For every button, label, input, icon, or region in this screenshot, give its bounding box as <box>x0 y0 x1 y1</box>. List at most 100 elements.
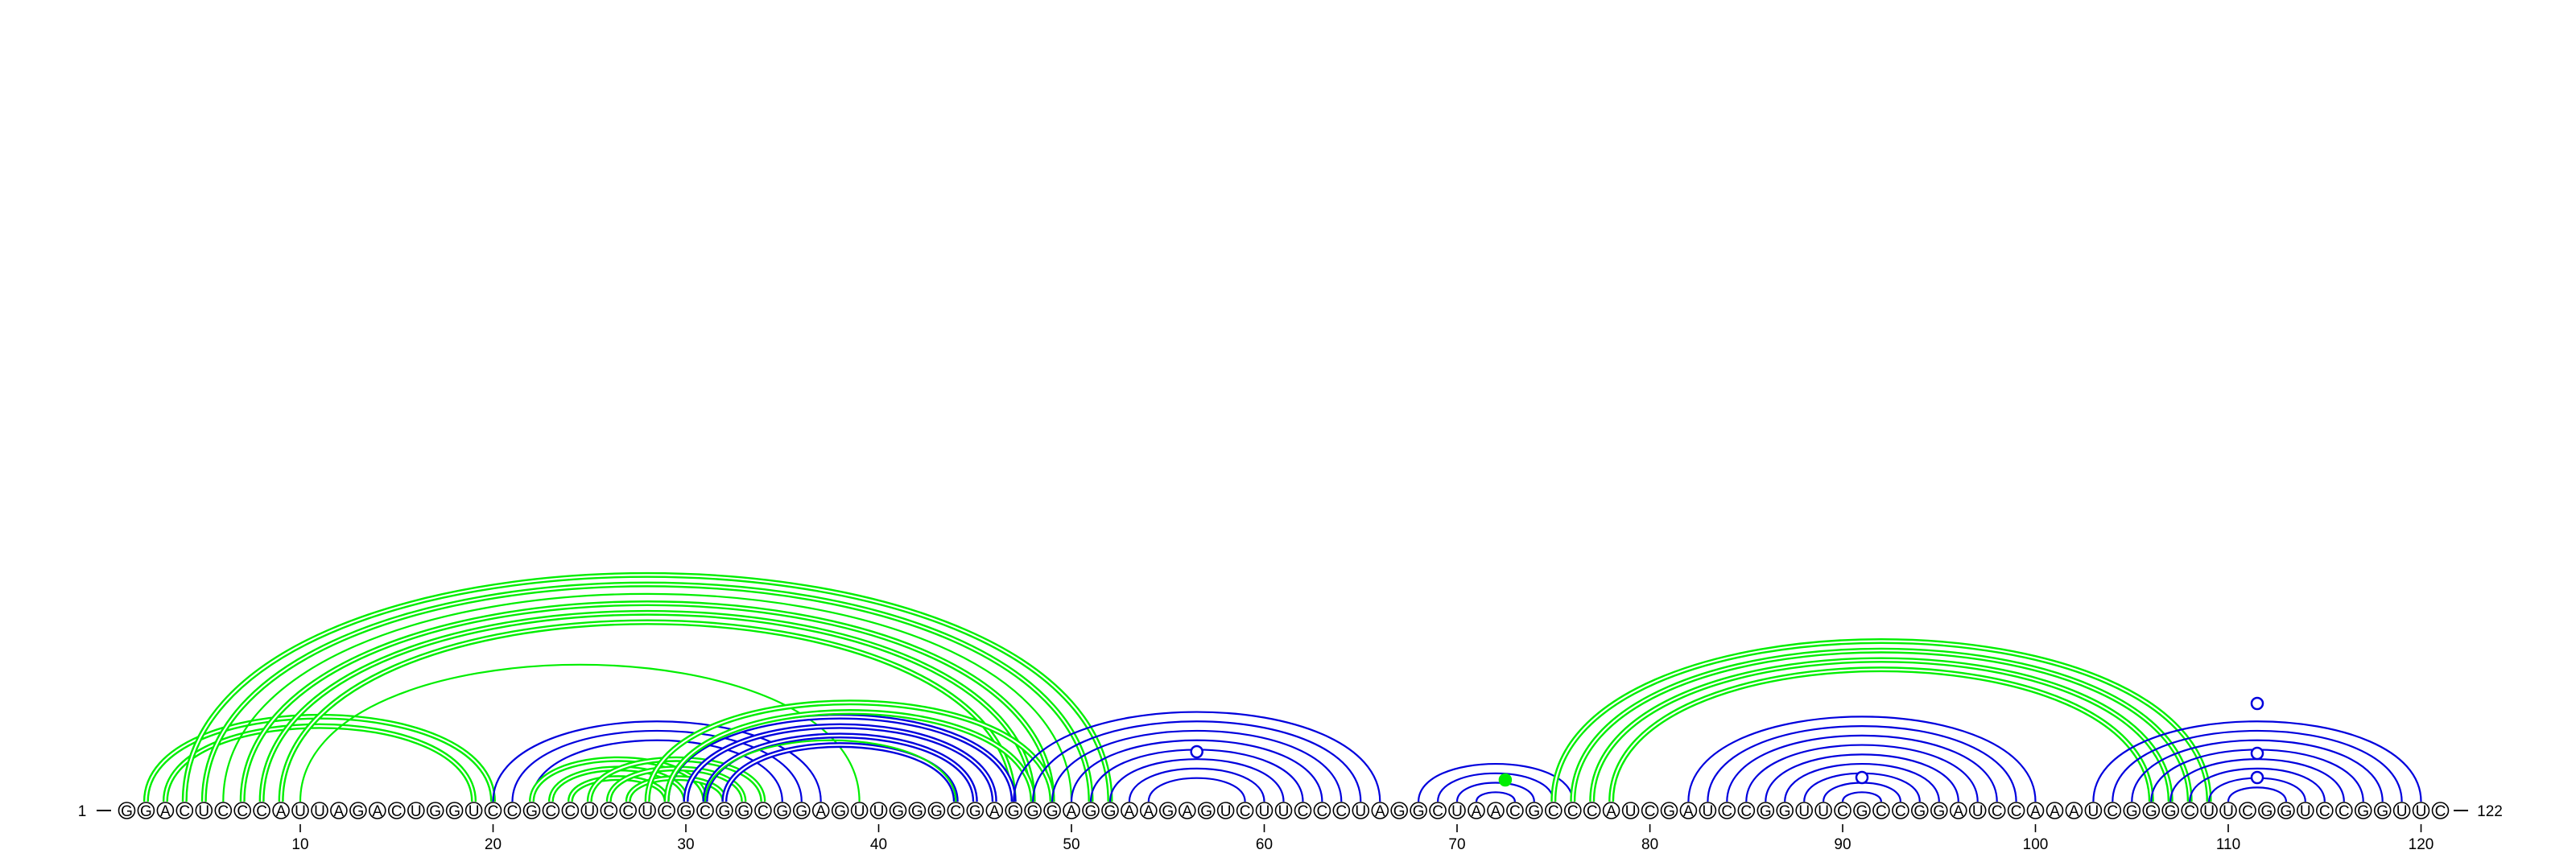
nucleotide-letter: C <box>1298 803 1309 820</box>
nucleotide-letter: U <box>854 803 865 820</box>
nucleotide-letter: G <box>2145 803 2157 820</box>
nucleotide-letter: A <box>1472 803 1482 820</box>
nucleotide: G <box>2258 802 2276 820</box>
nucleotide-circle <box>889 802 907 819</box>
nucleotide-circle <box>1641 802 1659 819</box>
nucleotide-circle <box>754 802 772 819</box>
nucleotide-letter: A <box>815 803 826 820</box>
nucleotide-circle <box>1294 802 1312 819</box>
base-pair-arc <box>2112 729 2403 802</box>
nucleotide-letter: A <box>2050 803 2060 820</box>
nucleotide-letter: C <box>1240 803 1251 820</box>
base-pair-arc-core <box>261 612 1034 802</box>
nucleotide: G <box>2123 802 2141 820</box>
nucleotide-letter: G <box>2261 803 2273 820</box>
nucleotide: U <box>1255 802 1274 820</box>
nucleotide-letter: G <box>1779 803 1791 820</box>
nucleotide-circle <box>1834 802 1852 819</box>
nucleotide-letter: G <box>892 803 904 820</box>
base-pair-arc <box>1841 791 1882 802</box>
nucleotide: U <box>2200 802 2218 820</box>
nucleotide-circle <box>522 802 541 819</box>
nucleotide-letter: A <box>160 803 171 820</box>
nucleotide-circle <box>1468 802 1485 819</box>
nucleotide-letter: A <box>2069 803 2079 820</box>
nucleotide-circle <box>2277 802 2295 819</box>
base-pair-arc-core <box>684 725 996 802</box>
nucleotide-circle <box>2316 802 2334 819</box>
nucleotide-letter: G <box>680 803 692 820</box>
base-pair-arc-core <box>242 602 1054 802</box>
nucleotide: C <box>503 802 522 820</box>
nucleotide-circle <box>1911 802 1929 819</box>
nucleotide: C <box>2316 802 2334 820</box>
base-pair-arc <box>1726 734 1998 802</box>
nucleotide: C <box>1545 802 1563 820</box>
nucleotide-letter: U <box>1355 803 1366 820</box>
nucleotide-circle <box>908 802 927 819</box>
loop-marker <box>2250 746 2264 761</box>
nucleotide: U <box>407 802 425 820</box>
base-pair-arc-core <box>569 777 668 802</box>
nucleotide: C <box>1834 802 1852 820</box>
nucleotide-circle <box>1274 802 1293 819</box>
nucleotide-letter: U <box>2088 803 2099 820</box>
nucleotide: G <box>1159 802 1177 820</box>
nucleotide-letter: A <box>1375 803 1385 820</box>
nucleotide-letter: C <box>758 803 769 820</box>
nucleotide-circle <box>272 802 290 819</box>
nucleotide: G <box>1024 802 1042 820</box>
nucleotide-circle <box>1776 802 1794 819</box>
nucleotide-letter: C <box>1721 803 1732 820</box>
base-pair-arc <box>1032 720 1362 802</box>
nucleotide-letter: C <box>1740 803 1752 820</box>
loop-markers <box>1190 696 2264 787</box>
nucleotide: C <box>253 802 270 820</box>
nucleotide: G <box>1911 802 1929 820</box>
nucleotide-circle <box>2392 802 2411 819</box>
nucleotide-letter: C <box>603 803 614 820</box>
nucleotide-circle <box>118 802 136 819</box>
nucleotide: C <box>1332 802 1351 820</box>
base-pair-arc-core <box>164 725 475 802</box>
nucleotide-letter: C <box>2339 803 2350 820</box>
nucleotide-letter: A <box>1606 803 1616 820</box>
nucleotide: C <box>1564 802 1582 820</box>
axis-tick-label: 100 <box>2023 836 2049 853</box>
nucleotide: A <box>156 802 175 820</box>
nucleotide-circle <box>1968 802 1987 819</box>
nucleotide-circle <box>716 802 733 819</box>
nucleotide-letter: A <box>372 803 382 820</box>
axis-tick-label: 30 <box>677 836 694 853</box>
nucleotide-letter: U <box>2203 803 2215 820</box>
base-pair-arc <box>1128 767 1265 802</box>
nucleotide-circle <box>233 802 252 819</box>
nucleotide: G <box>716 802 733 820</box>
nucleotide-circle <box>773 802 791 819</box>
nucleotide-letter: U <box>314 803 325 820</box>
nucleotide-letter: G <box>353 803 365 820</box>
base-pair-arc-core <box>588 758 764 802</box>
base-pair-arc-core <box>1610 668 2153 802</box>
nucleotide-circle <box>2161 802 2179 819</box>
axis-tick-label: 20 <box>485 836 502 853</box>
nucleotide-circle <box>484 802 502 819</box>
start-position-label: 1 <box>78 803 87 820</box>
nucleotide: A <box>985 802 1004 820</box>
nucleotide-circle <box>1892 802 1909 819</box>
nucleotide: G <box>522 802 541 820</box>
nucleotide-circle <box>2142 802 2161 819</box>
nucleotide: U <box>1448 802 1466 820</box>
nucleotide-circle <box>985 802 1004 819</box>
nucleotide-letter: C <box>1567 803 1579 820</box>
base-pair-arc <box>2227 786 2287 802</box>
base-pair-arc-core <box>203 584 1092 802</box>
nucleotide-circle <box>1757 802 1775 819</box>
nucleotide-letter: C <box>1509 803 1521 820</box>
base-pair-arcs <box>142 571 2422 802</box>
nucleotide: C <box>175 802 194 820</box>
nucleotide-circle <box>1660 802 1678 819</box>
nucleotide-letter: G <box>1200 803 1212 820</box>
nucleotide: G <box>735 802 753 820</box>
nucleotide-letter: G <box>1413 803 1425 820</box>
